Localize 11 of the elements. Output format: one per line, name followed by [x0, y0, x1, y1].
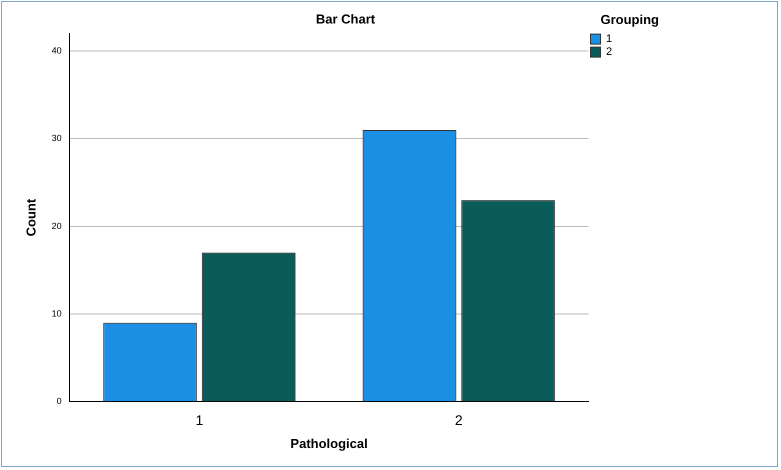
x-axis-title: Pathological	[290, 436, 368, 451]
y-tick-label: 40	[52, 46, 62, 56]
y-tick-label: 10	[52, 308, 62, 318]
legend-label: 1	[606, 33, 612, 46]
legend-title: Grouping	[600, 12, 660, 28]
y-tick-label: 20	[52, 220, 62, 231]
y-tick-label: 0	[56, 396, 62, 406]
y-axis-title: Count	[23, 198, 38, 236]
legend-label: 2	[606, 46, 612, 58]
y-tick-label: 30	[52, 133, 62, 144]
chart-title: Bar Chart	[316, 11, 376, 26]
